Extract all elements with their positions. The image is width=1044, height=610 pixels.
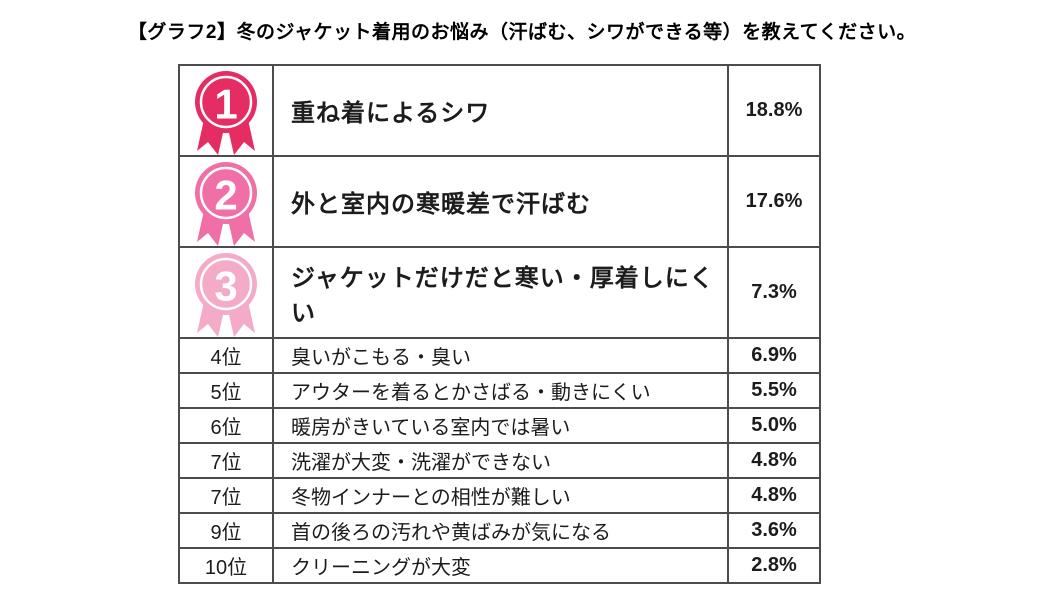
medal-number: 1 (214, 80, 237, 127)
table-row: 7位 洗濯が大変・洗濯ができない 4.8% (178, 442, 821, 479)
item-label: 首の後ろの汚れや黄ばみが気になる (272, 512, 729, 549)
table-row: 2 外と室内の寒暖差で汗ばむ 17.6% (178, 155, 821, 248)
item-label: 冬物インナーとの相性が難しい (272, 477, 729, 514)
item-label: 洗濯が大変・洗濯ができない (272, 442, 729, 479)
percent-value: 18.8% (727, 64, 821, 157)
item-label: 重ね着によるシワ (272, 64, 729, 157)
table-row: 3 ジャケットだけだと寒い・厚着しにくい 7.3% (178, 246, 821, 339)
medal-rank-2-icon: 2 (195, 161, 257, 246)
table-row: 7位 冬物インナーとの相性が難しい 4.8% (178, 477, 821, 514)
table-row: 9位 首の後ろの汚れや黄ばみが気になる 3.6% (178, 512, 821, 549)
table-row: 5位 アウターを着るとかさばる・動きにくい 5.5% (178, 372, 821, 409)
percent-value: 4.8% (727, 442, 821, 479)
table-row: 6位 暖房がきいている室内では暑い 5.0% (178, 407, 821, 444)
percent-value: 2.8% (727, 547, 821, 584)
percent-value: 3.6% (727, 512, 821, 549)
rank-label: 10位 (178, 547, 274, 584)
medal-rank-1-icon: 1 (195, 70, 257, 155)
table-row: 4位 臭いがこもる・臭い 6.9% (178, 337, 821, 374)
item-label: 外と室内の寒暖差で汗ばむ (272, 155, 729, 248)
percent-value: 7.3% (727, 246, 821, 339)
rank-label: 7位 (178, 477, 274, 514)
rank-label: 6位 (178, 407, 274, 444)
ranking-table: 1 重ね着によるシワ 18.8% 2 外と室内の寒暖差で汗ばむ (178, 64, 821, 584)
percent-value: 5.0% (727, 407, 821, 444)
item-label: 臭いがこもる・臭い (272, 337, 729, 374)
percent-value: 17.6% (727, 155, 821, 248)
medal-number: 2 (214, 171, 237, 218)
rank-label: 4位 (178, 337, 274, 374)
medal-number: 3 (214, 262, 237, 309)
rank-label: 5位 (178, 372, 274, 409)
item-label: ジャケットだけだと寒い・厚着しにくい (272, 246, 729, 339)
percent-value: 4.8% (727, 477, 821, 514)
rank-label: 7位 (178, 442, 274, 479)
rank-cell: 2 (178, 155, 274, 248)
table-row: 1 重ね着によるシワ 18.8% (178, 64, 821, 157)
rank-cell: 1 (178, 64, 274, 157)
item-label: クリーニングが大変 (272, 547, 729, 584)
item-label: アウターを着るとかさばる・動きにくい (272, 372, 729, 409)
rank-cell: 3 (178, 246, 274, 339)
percent-value: 6.9% (727, 337, 821, 374)
medal-rank-3-icon: 3 (195, 252, 257, 337)
rank-label: 9位 (178, 512, 274, 549)
table-row: 10位 クリーニングが大変 2.8% (178, 547, 821, 584)
item-label: 暖房がきいている室内では暑い (272, 407, 729, 444)
percent-value: 5.5% (727, 372, 821, 409)
chart-title: 【グラフ2】冬のジャケット着用のお悩み（汗ばむ、シワができる等）を教えてください… (127, 22, 917, 43)
